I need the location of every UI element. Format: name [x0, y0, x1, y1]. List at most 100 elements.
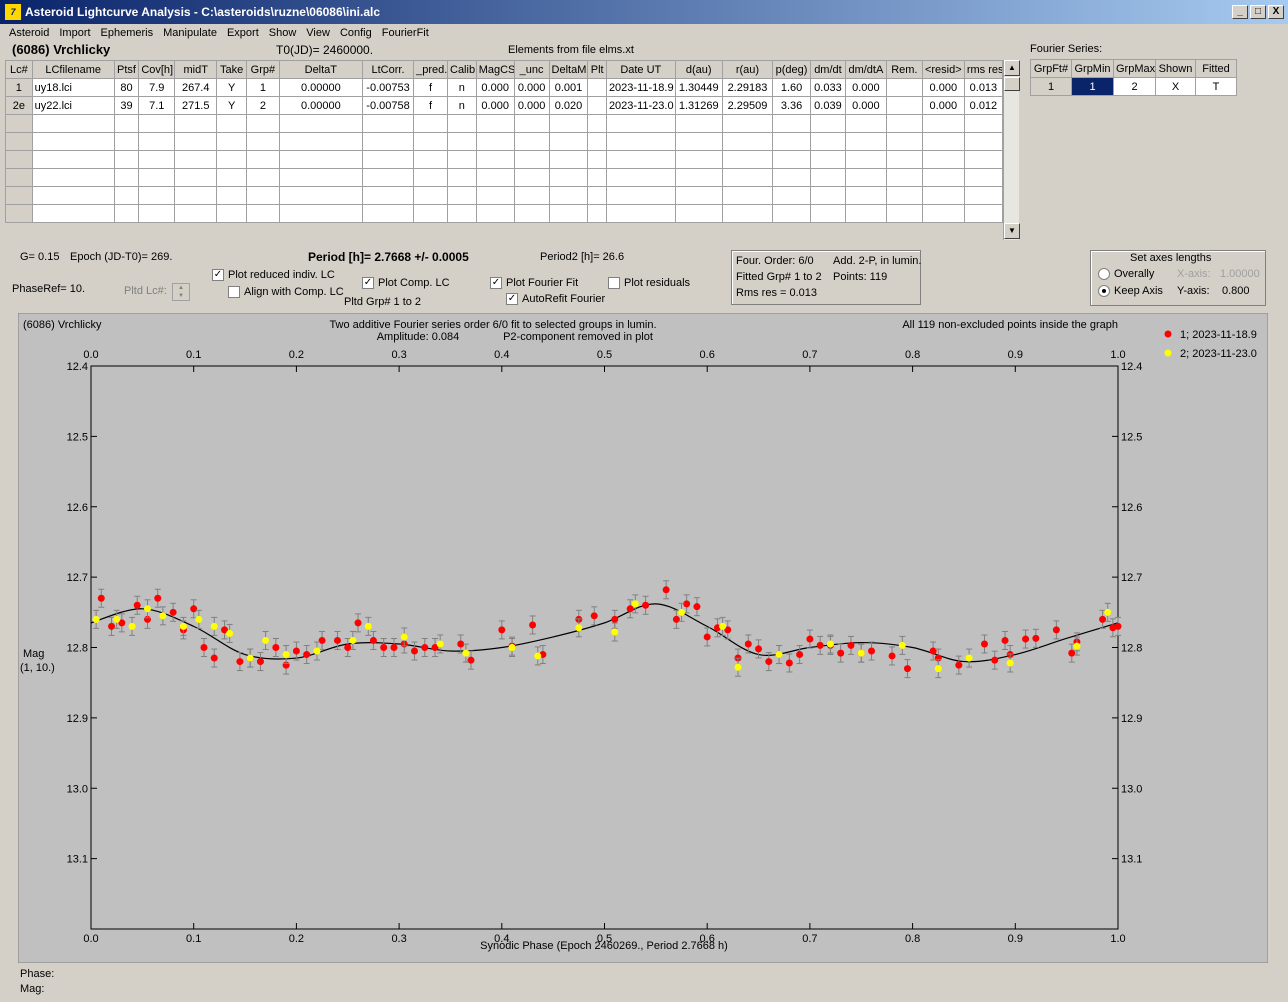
table-cell[interactable] [674, 186, 723, 205]
table-cell[interactable] [721, 204, 774, 223]
table-row[interactable] [5, 150, 1004, 169]
table-cell[interactable] [605, 168, 676, 187]
row-header[interactable] [5, 150, 33, 169]
lightcurve-table[interactable]: Lc# LCfilename Ptsf Cov[h] midT Take Grp# Delta… [5, 60, 1004, 223]
column-header[interactable]: midT [174, 60, 218, 79]
row-header[interactable] [5, 168, 33, 187]
row-header[interactable] [5, 186, 33, 205]
table-row[interactable] [5, 114, 1004, 133]
table-cell[interactable]: 0.000 [475, 78, 515, 97]
table-cell[interactable]: 2023-11-18.9 [605, 78, 676, 97]
menu-asteroid[interactable]: Asteroid [9, 27, 50, 39]
table-cell[interactable]: Y [216, 78, 247, 97]
table-cell[interactable]: 0.001 [548, 78, 589, 97]
table-cell[interactable]: 2023-11-23.0 [605, 96, 676, 115]
keep-axis-radio[interactable]: Keep Axis [1098, 285, 1163, 298]
column-header[interactable]: DeltaM [548, 60, 589, 79]
table-cell[interactable] [921, 186, 965, 205]
table-cell[interactable] [31, 204, 115, 223]
close-button[interactable]: X [1268, 5, 1284, 19]
table-cell[interactable]: 0.000 [921, 96, 965, 115]
fourier-cell[interactable]: 2 [1113, 77, 1156, 96]
table-cell[interactable]: 2.29509 [721, 96, 774, 115]
menu-export[interactable]: Export [226, 27, 259, 39]
yaxis-value[interactable]: 0.800 [1222, 285, 1250, 297]
menu-view[interactable]: View [306, 27, 330, 39]
plot-reduced-checkbox[interactable]: ✓ Plot reduced indiv. LC [212, 269, 335, 282]
table-cell[interactable] [921, 114, 965, 133]
table-cell[interactable] [245, 132, 280, 151]
table-cell[interactable] [216, 204, 247, 223]
table-cell[interactable] [548, 168, 589, 187]
table-cell[interactable] [605, 204, 676, 223]
table-cell[interactable] [772, 204, 812, 223]
row-header[interactable]: 2e [5, 96, 33, 115]
table-row[interactable]: 2e uy22.lci 39 7.1 271.5 Y 2 0.00000 -0.00758 f n 0… [5, 96, 1004, 115]
table-cell[interactable] [513, 204, 550, 223]
table-cell[interactable] [513, 132, 550, 151]
table-cell[interactable] [548, 204, 589, 223]
table-cell[interactable] [216, 186, 247, 205]
table-cell[interactable] [216, 168, 247, 187]
column-header[interactable]: DeltaT [278, 60, 363, 79]
table-cell[interactable]: 39 [113, 96, 140, 115]
column-header[interactable]: r(au) [721, 60, 774, 79]
table-cell[interactable] [475, 204, 515, 223]
table-cell[interactable] [413, 150, 448, 169]
table-cell[interactable] [475, 114, 515, 133]
table-scrollbar[interactable]: ▲ ▼ [1003, 60, 1020, 240]
table-cell[interactable]: 0.000 [475, 96, 515, 115]
table-cell[interactable] [138, 114, 176, 133]
table-cell[interactable] [963, 204, 1004, 223]
table-cell[interactable] [885, 150, 923, 169]
table-cell[interactable] [361, 204, 415, 223]
table-cell[interactable] [587, 96, 607, 115]
column-header[interactable]: Cov[h] [138, 60, 176, 79]
table-cell[interactable] [113, 114, 140, 133]
column-header[interactable]: Calib [447, 60, 477, 79]
table-cell[interactable] [245, 204, 280, 223]
column-header[interactable]: Date UT [605, 60, 676, 79]
column-header[interactable]: p(deg) [772, 60, 812, 79]
menu-import[interactable]: Import [59, 27, 91, 39]
menu-config[interactable]: Config [339, 27, 372, 39]
table-cell[interactable] [810, 132, 846, 151]
table-cell[interactable] [113, 150, 140, 169]
table-cell[interactable] [921, 168, 965, 187]
plot-comp-checkbox[interactable]: ✓ Plot Comp. LC [362, 277, 450, 290]
plot-residuals-checkbox[interactable]: Plot residuals [608, 277, 690, 290]
table-cell[interactable]: 0.039 [810, 96, 846, 115]
table-cell[interactable] [31, 114, 115, 133]
table-cell[interactable] [278, 186, 363, 205]
table-cell[interactable] [361, 186, 415, 205]
table-cell[interactable] [513, 168, 550, 187]
minimize-button[interactable]: _ [1232, 5, 1248, 19]
pltd-grp-range[interactable]: Pltd Grp# 1 to 2 [344, 296, 422, 308]
table-cell[interactable] [921, 132, 965, 151]
table-cell[interactable] [245, 186, 280, 205]
table-cell[interactable] [921, 150, 965, 169]
table-cell[interactable] [475, 150, 515, 169]
table-cell[interactable] [245, 114, 280, 133]
column-header[interactable]: Rem. [885, 60, 923, 79]
table-cell[interactable] [963, 150, 1004, 169]
table-cell[interactable] [138, 186, 176, 205]
table-cell[interactable] [885, 114, 923, 133]
table-cell[interactable] [605, 186, 676, 205]
table-cell[interactable] [674, 114, 723, 133]
table-cell[interactable]: 0.012 [963, 96, 1004, 115]
table-cell[interactable]: n [447, 78, 477, 97]
table-cell[interactable]: uy22.lci [31, 96, 115, 115]
table-cell[interactable] [174, 132, 218, 151]
table-cell[interactable]: 1.60 [772, 78, 812, 97]
table-cell[interactable] [674, 132, 723, 151]
scroll-down-icon[interactable]: ▼ [1004, 223, 1020, 239]
scroll-thumb[interactable] [1004, 77, 1020, 91]
table-cell[interactable]: f [413, 78, 448, 97]
table-cell[interactable] [413, 168, 448, 187]
table-cell[interactable] [447, 132, 477, 151]
fourier-column-header[interactable]: Shown [1155, 59, 1196, 78]
table-cell[interactable] [361, 114, 415, 133]
table-cell[interactable] [447, 114, 477, 133]
table-cell[interactable] [113, 132, 140, 151]
